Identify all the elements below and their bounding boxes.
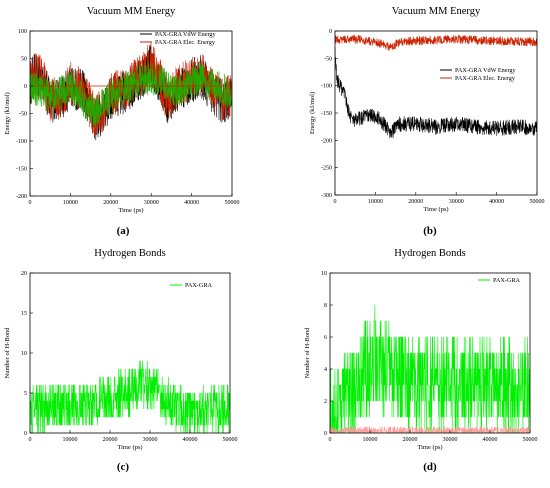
x-tick-label: 0 [29,437,32,443]
x-axis-label: Time (ps) [417,444,442,451]
x-axis-label: Time (ps) [118,207,143,214]
x-tick-label: 20000 [103,437,118,443]
chart-panel-c: Hydrogen Bonds 0 10000 20000 30000 40000 50000… [4,248,238,473]
y-tick-label: -200 [321,138,332,144]
y-tick-label: 2 [324,399,327,405]
series-line-1 [30,360,230,433]
y-tick-label: -50 [324,56,332,62]
x-tick-label: 0 [329,437,332,443]
chart-panel-b: Vacuum MM Energy 0 10000 20000 30000 40000 500… [309,6,545,237]
y-tick-label: 20 [21,271,27,277]
x-tick-label: 10000 [368,199,383,205]
x-tick-label: 40000 [183,437,198,443]
legend-label: PAX-GRA VdW Energy [155,31,217,38]
y-tick-label: -50 [19,112,27,118]
legend-label: PAX-GRA Elec. Energy [155,39,216,46]
panel-label-d: (d) [423,461,437,473]
y-tick-label: -200 [16,194,27,200]
y-tick-label: 0 [324,431,327,437]
y-axis-label: Energy (kJ/mol) [309,92,316,134]
series-group [30,42,232,141]
y-tick-label: 4 [324,367,327,373]
chart-panel-d: Hydrogen Bonds 0 10000 20000 30000 40000 50000… [304,248,538,473]
x-tick-label: 10000 [363,437,378,443]
series-group [30,360,230,433]
x-tick-label: 50000 [225,200,240,206]
legend-label: PAX-GRA Elec. Energy [455,75,516,82]
panel-label-b: (b) [423,225,437,237]
x-tick-label: 40000 [483,437,498,443]
legend-label: PAX-GRA VdW Energy [455,67,517,74]
x-tick-label: 50000 [530,199,545,205]
legend-label: PAX-GRA [185,282,212,289]
y-tick-label: -100 [16,139,27,145]
x-axis-label: Time (ps) [423,206,448,213]
y-axis-label: Number of H-Bond [4,327,11,379]
chart-title: Hydrogen Bonds [94,248,165,259]
series-group [330,304,530,433]
x-tick-label: 50000 [523,437,538,443]
y-tick-label: 8 [324,303,327,309]
x-tick-label: 20000 [403,437,418,443]
y-tick-label: 6 [324,335,327,341]
x-tick-label: 50000 [223,437,238,443]
x-tick-label: 30000 [144,200,159,206]
y-tick-label: -300 [321,193,332,199]
x-tick-label: 30000 [143,437,158,443]
series-group [335,34,537,139]
x-tick-label: 40000 [184,200,199,206]
chart-title: Vacuum MM Energy [392,6,481,17]
chart-title: Hydrogen Bonds [394,248,465,259]
y-tick-label: -250 [321,166,332,172]
chart-title: Vacuum MM Energy [87,6,176,17]
x-tick-label: 0 [29,200,32,206]
y-tick-label: 15 [21,311,27,317]
y-tick-label: -150 [16,167,27,173]
series-line-2 [330,426,530,433]
series-line-1 [335,46,537,139]
y-tick-label: 50 [21,57,27,63]
y-tick-label: 0 [24,431,27,437]
y-axis-label: Number of H-Bond [304,327,311,379]
panel-label-a: (a) [117,225,130,237]
x-tick-label: 0 [334,199,337,205]
plot-frame [329,272,531,434]
y-axis-label: Energy (kJ/mol) [4,92,11,134]
x-axis-label: Time (ps) [117,444,142,451]
y-tick-label: 100 [18,29,27,35]
series-line-3 [30,61,232,128]
y-tick-label: 0 [329,29,332,35]
y-tick-label: 10 [21,351,27,357]
series-line-1 [330,304,530,433]
y-tick-label: 5 [24,391,27,397]
series-line-2 [335,34,537,51]
y-tick-label: -100 [321,84,332,90]
y-tick-label: 0 [24,84,27,90]
x-tick-label: 10000 [63,200,78,206]
y-tick-label: 10 [321,271,327,277]
x-tick-label: 20000 [103,200,118,206]
x-tick-label: 30000 [449,199,464,205]
y-tick-label: -150 [321,111,332,117]
x-tick-label: 20000 [408,199,423,205]
x-tick-label: 40000 [489,199,504,205]
x-tick-label: 10000 [63,437,78,443]
panel-label-c: (c) [117,461,130,473]
x-tick-label: 30000 [443,437,458,443]
legend-label: PAX-GRA [493,277,520,284]
